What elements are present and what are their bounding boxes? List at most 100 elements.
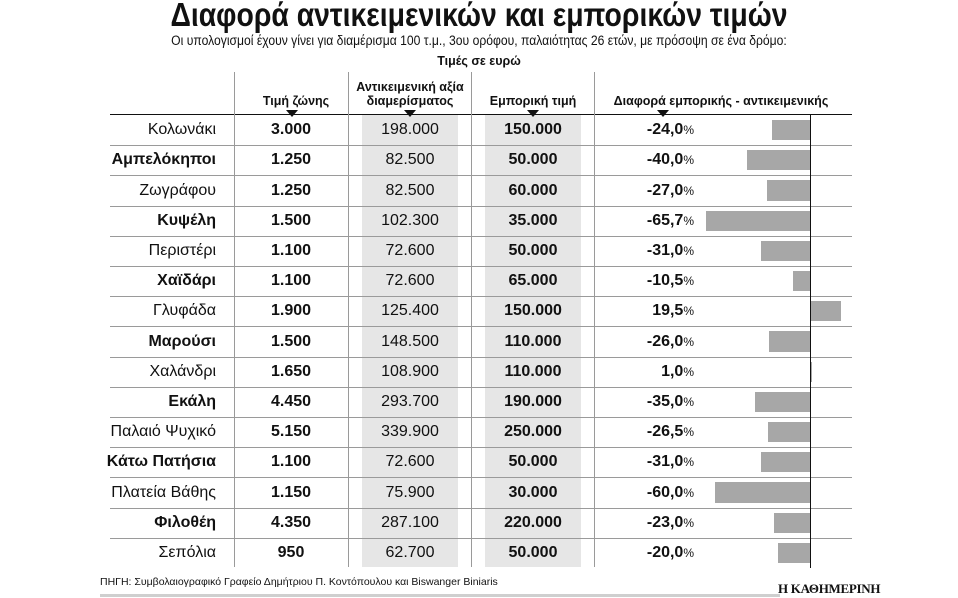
diff-bar <box>773 512 810 533</box>
row-area-name: Κολωνάκι <box>147 121 216 139</box>
diff-bar <box>772 120 810 141</box>
row-market-price: 150.000 <box>504 121 562 139</box>
row-diff-value: -31,0% <box>600 241 694 261</box>
diff-percent-number: -31,0 <box>646 241 684 259</box>
diff-percent-number: -65,7 <box>646 211 684 229</box>
row-area-name: Κάτω Πατήσια <box>106 453 216 471</box>
row-zone-price: 1.250 <box>270 181 312 199</box>
table-top-rule <box>110 114 852 115</box>
row-market-price: 30.000 <box>508 483 558 501</box>
row-separator <box>110 356 852 358</box>
row-area-name: Περιστέρι <box>148 241 216 259</box>
percent-sign: % <box>683 153 694 168</box>
row-area-name: Μαρούσι <box>148 332 216 350</box>
diff-bar <box>761 240 810 261</box>
row-zone-price: 1.650 <box>270 362 312 380</box>
row-zone-price: 1.900 <box>270 302 312 320</box>
column-divider-1 <box>234 72 235 567</box>
row-objective-value: 148.500 <box>381 332 439 350</box>
diff-percent-number: 1,0 <box>661 362 684 380</box>
header-diff-arrow <box>657 110 669 117</box>
header-objective-2: διαμερίσματος <box>366 94 454 108</box>
row-objective-value: 198.000 <box>381 121 439 139</box>
row-zone-price: 1.500 <box>270 332 312 350</box>
row-market-price: 110.000 <box>504 362 562 380</box>
row-diff-value: 1,0% <box>600 362 694 382</box>
row-market-price: 220.000 <box>504 513 562 531</box>
row-objective-value: 339.900 <box>381 423 439 441</box>
row-market-price: 110.000 <box>504 332 562 350</box>
percent-sign: % <box>683 455 694 470</box>
row-area-name: Φιλοθέη <box>154 513 216 531</box>
diff-percent-number: -20,0 <box>646 543 684 561</box>
row-market-price: 250.000 <box>504 423 562 441</box>
header-diff: Διαφορά εμπορικής - αντικειμενικής <box>613 94 829 108</box>
percent-sign: % <box>683 425 694 440</box>
diff-bar <box>754 391 810 412</box>
row-area-name: Χαϊδάρι <box>157 272 216 290</box>
row-separator <box>110 477 852 479</box>
row-diff-value: -23,0% <box>600 513 694 533</box>
diff-bar <box>746 150 810 171</box>
diff-percent-number: -31,0 <box>646 453 684 471</box>
row-objective-value: 287.100 <box>381 513 439 531</box>
row-diff-value: -60,0% <box>600 483 694 503</box>
row-separator <box>110 235 852 237</box>
row-area-name: Ζωγράφου <box>139 181 216 199</box>
row-area-name: Γλυφάδα <box>153 302 216 320</box>
row-zone-price: 1.100 <box>270 241 312 259</box>
diff-percent-number: -10,5 <box>646 272 684 290</box>
column-divider-3 <box>471 72 472 567</box>
row-diff-value: -40,0% <box>600 150 694 170</box>
row-zone-price: 1.150 <box>270 483 312 501</box>
row-diff-value: -35,0% <box>600 392 694 412</box>
row-objective-value: 108.900 <box>381 362 439 380</box>
row-separator <box>110 205 852 207</box>
diff-bar <box>768 422 810 443</box>
percent-sign: % <box>683 545 694 560</box>
diff-bar <box>767 180 810 201</box>
percent-sign: % <box>683 304 694 319</box>
row-zone-price: 1.500 <box>270 211 312 229</box>
row-market-price: 190.000 <box>504 392 562 410</box>
row-market-price: 50.000 <box>508 241 558 259</box>
row-separator <box>110 507 852 509</box>
row-market-price: 35.000 <box>508 211 558 229</box>
header-market: Εμπορική τιμή <box>489 94 577 108</box>
percent-sign: % <box>683 394 694 409</box>
diff-bar <box>761 452 810 473</box>
diff-bar <box>768 331 810 352</box>
source-note: ΠΗΓΗ: Συμβολαιογραφικό Γραφείο Δημήτριου… <box>100 576 498 588</box>
row-area-name: Σεπόλια <box>158 543 216 561</box>
diff-percent-number: -26,5 <box>646 423 684 441</box>
row-diff-value: -20,0% <box>600 543 694 563</box>
percent-sign: % <box>683 334 694 349</box>
header-objective-arrow <box>404 110 416 117</box>
row-separator <box>110 386 852 388</box>
row-diff-value: -26,0% <box>600 332 694 352</box>
percent-sign: % <box>683 243 694 258</box>
row-diff-value: -65,7% <box>600 211 694 231</box>
chart-title: Διαφορά αντικειμενικών και εμπορικών τιμ… <box>170 0 788 33</box>
diff-bar <box>715 482 810 503</box>
row-market-price: 150.000 <box>504 302 562 320</box>
row-objective-value: 62.700 <box>385 543 435 561</box>
row-zone-price: 4.450 <box>270 392 312 410</box>
row-area-name: Αμπελόκηποι <box>111 151 216 169</box>
row-zone-price: 950 <box>277 543 305 561</box>
row-area-name: Χαλάνδρι <box>149 362 217 380</box>
percent-sign: % <box>683 123 694 138</box>
row-objective-value: 72.600 <box>385 272 435 290</box>
diff-percent-number: -26,0 <box>646 332 684 350</box>
row-separator <box>110 296 852 298</box>
row-objective-value: 82.500 <box>385 181 435 199</box>
row-objective-value: 75.900 <box>385 483 435 501</box>
row-separator <box>110 447 852 449</box>
row-market-price: 50.000 <box>508 453 558 471</box>
row-separator <box>110 175 852 177</box>
row-market-price: 60.000 <box>508 181 558 199</box>
row-market-price: 50.000 <box>508 543 558 561</box>
percent-sign: % <box>683 213 694 228</box>
row-objective-value: 125.400 <box>381 302 439 320</box>
row-zone-price: 3.000 <box>270 121 312 139</box>
